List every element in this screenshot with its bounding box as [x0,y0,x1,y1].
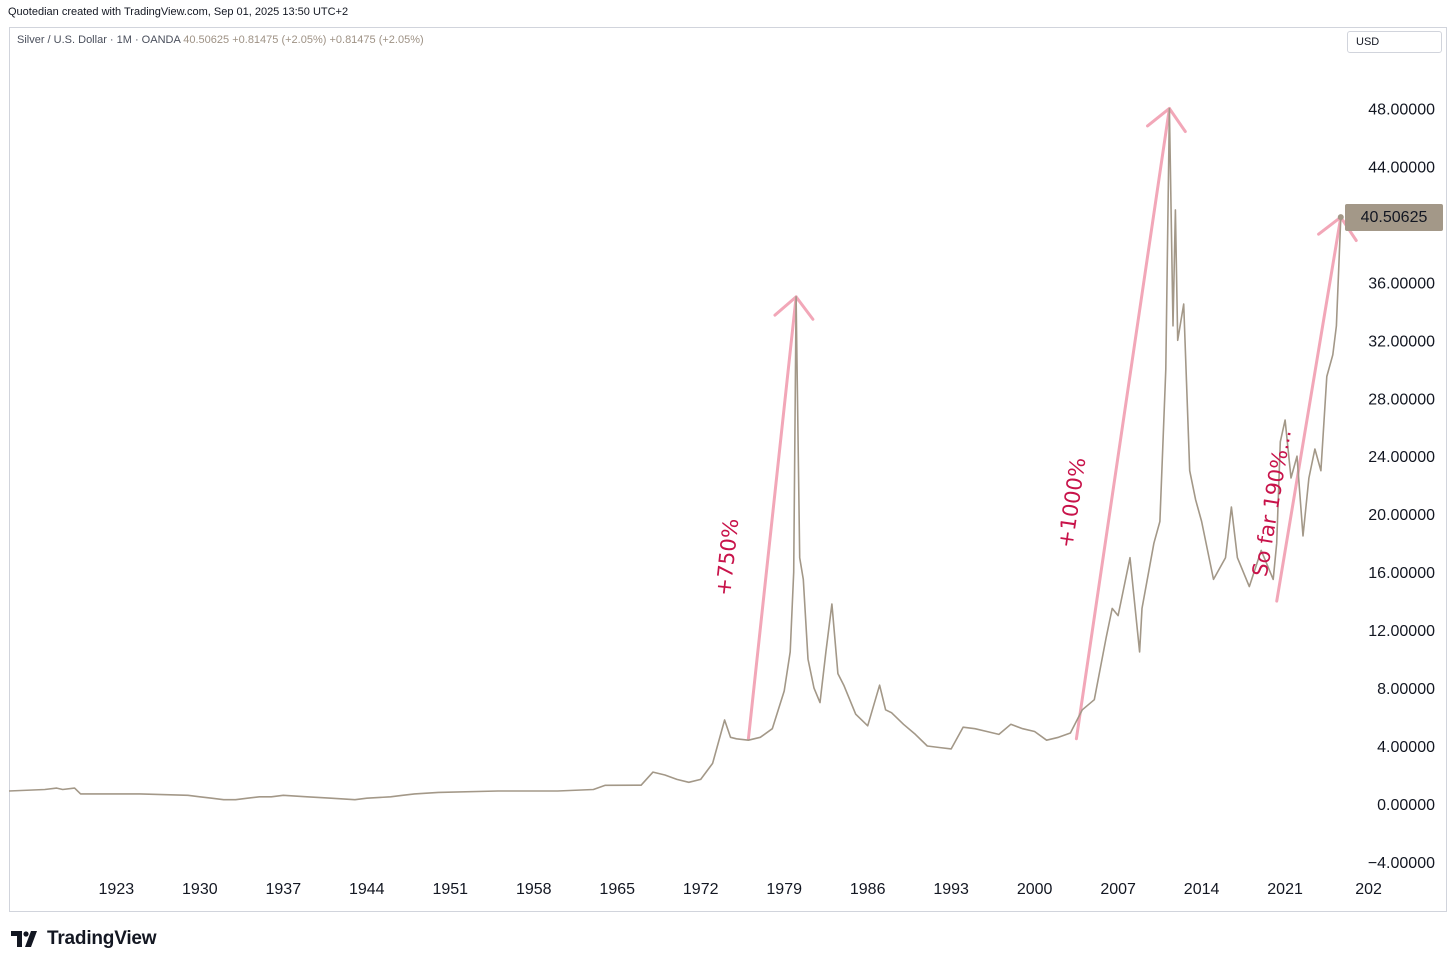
last-price-dot [1337,214,1344,221]
x-tick-label: 1923 [99,881,135,898]
annotation-arrow-shaft [746,295,798,741]
last-price-label: 40.50625 [1345,204,1443,231]
y-tick-label: 48.00000 [1368,101,1435,118]
y-tick-label: 36.00000 [1368,275,1435,292]
y-tick-label: 20.00000 [1368,507,1435,524]
y-tick-label: 8.00000 [1377,681,1435,698]
y-axis[interactable]: 48.0000044.0000040.0000036.0000032.00000… [1368,101,1435,871]
x-axis[interactable]: 1923 1930 1937 1944 1951 1958 1965 1972 1979 1986… [99,881,1382,898]
annotation-label: +750% [711,517,743,597]
change-value: +0.81475 (+2.05%) [232,34,327,46]
x-tick-label: 1972 [683,881,719,898]
x-tick-label: 2000 [1017,881,1053,898]
x-tick-label: 2007 [1100,881,1136,898]
currency-button[interactable]: USD [1347,31,1442,53]
brand-name: TradingView [47,928,157,949]
y-tick-label: 12.00000 [1368,623,1435,640]
x-tick-label: 202 [1355,881,1382,898]
annotation-label: +1000% [1053,456,1090,550]
y-tick-label: 32.00000 [1368,333,1435,350]
annotation-arrows [746,106,1358,741]
chart-frame[interactable] [9,27,1447,912]
y-tick-label: 28.00000 [1368,391,1435,408]
tradingview-logo-icon [11,931,37,947]
y-tick-label: 4.00000 [1377,739,1435,756]
x-tick-label: 1944 [349,881,385,898]
x-tick-label: 1937 [266,881,302,898]
y-tick-label: 0.00000 [1377,797,1435,814]
y-tick-label: 16.00000 [1368,565,1435,582]
created-by-caption: Quotedian created with TradingView.com, … [8,6,349,18]
symbol-title: Silver / U.S. Dollar · 1M · OANDA [17,34,181,46]
silver-price-line [8,107,1342,801]
symbol-legend[interactable]: Silver / U.S. Dollar · 1M · OANDA 40.506… [17,34,424,46]
x-tick-label: 2014 [1184,881,1220,898]
y-tick-label: −4.00000 [1368,855,1435,872]
x-tick-label: 2021 [1267,881,1303,898]
tradingview-brand[interactable]: TradingView [11,928,157,950]
x-tick-label: 1986 [850,881,886,898]
x-tick-label: 1958 [516,881,552,898]
annotation-label: So far 190%... [1248,428,1296,578]
x-tick-label: 1993 [933,881,969,898]
y-tick-label: 44.00000 [1368,159,1435,176]
annotation-arrow-shaft [1074,106,1171,741]
x-tick-label: 1930 [182,881,218,898]
change-value-2: +0.81475 (+2.05%) [329,34,424,46]
annotation-arrow-shaft [1275,215,1343,603]
y-tick-label: 24.00000 [1368,449,1435,466]
x-tick-label: 1951 [432,881,468,898]
x-tick-label: 1979 [766,881,802,898]
x-tick-label: 1965 [599,881,635,898]
close-value: 40.50625 [183,34,230,46]
